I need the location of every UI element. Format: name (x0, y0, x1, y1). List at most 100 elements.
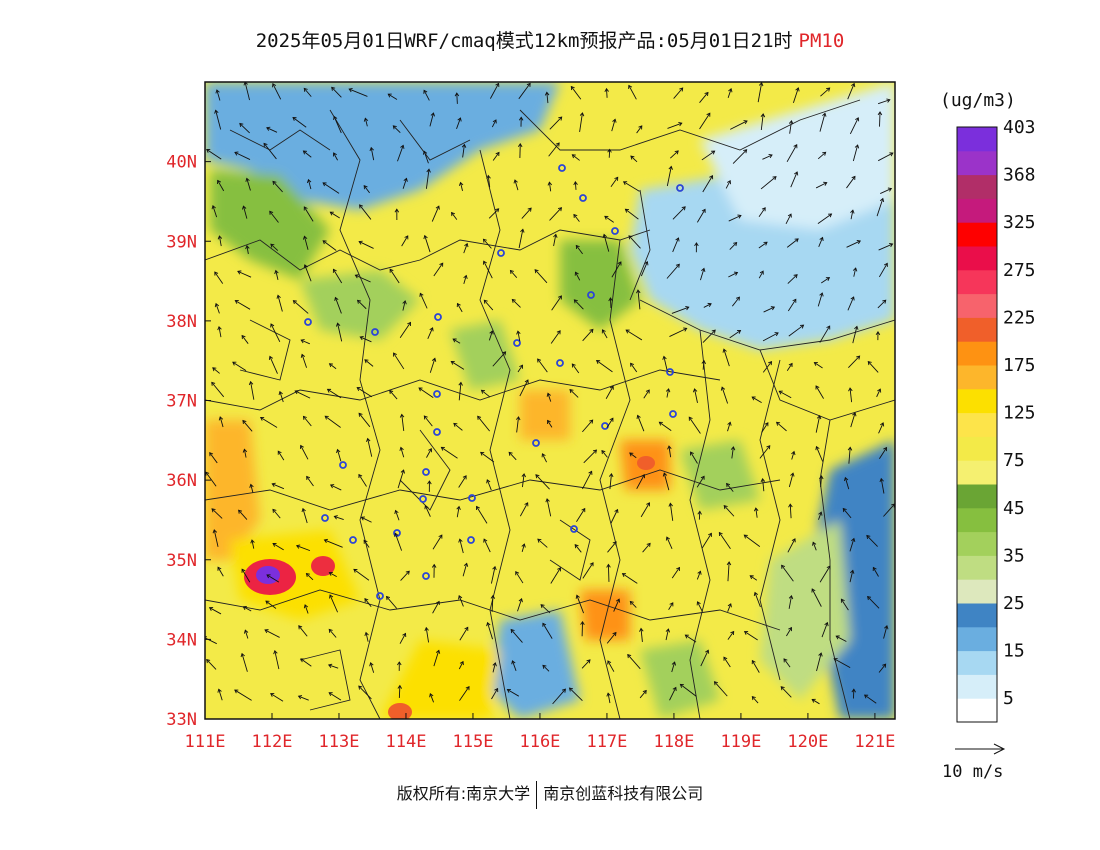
wind-arrow (298, 625, 308, 637)
wind-arrow-head (879, 197, 885, 203)
wind-arrow (395, 510, 400, 521)
wind-arrow (699, 112, 711, 130)
wind-arrow-head (240, 652, 245, 658)
wind-arrow (726, 483, 734, 492)
wind-arrow-head (575, 244, 580, 250)
boundary-lines (205, 99, 895, 719)
wind-arrow (358, 413, 371, 428)
wind-arrow (492, 152, 500, 161)
wind-arrow (640, 628, 643, 642)
wind-arrow-head (324, 415, 329, 420)
wind-arrow (727, 422, 731, 432)
wind-arrow (791, 451, 795, 460)
wind-arrow-head (451, 211, 455, 217)
wind-arrow (459, 627, 469, 641)
hotspot-shandong (637, 456, 655, 470)
wind-arrow-head (242, 205, 247, 210)
wind-arrow (668, 602, 674, 611)
wind-arrow-head (463, 274, 468, 280)
wind-arrow (666, 263, 680, 279)
wind-arrow-head (768, 154, 773, 159)
wind-arrow-head (259, 416, 265, 421)
wind-arrow-head (581, 507, 586, 513)
wind-arrow (293, 300, 309, 314)
wind-arrow-head (612, 631, 617, 637)
wind-arrow (272, 483, 285, 490)
wind-arrow (569, 687, 583, 701)
wind-arrow (607, 564, 610, 582)
wind-arrow-head (430, 112, 435, 117)
wind-arrow-head (238, 509, 243, 514)
wind-arrow (243, 449, 247, 458)
wind-arrow-head (333, 515, 338, 520)
wind-arrow-head (733, 271, 739, 276)
wind-arrow-head (234, 151, 239, 156)
wind-arrow (787, 538, 796, 553)
wind-arrow (274, 650, 280, 670)
wind-arrow-head (852, 412, 857, 417)
wind-arrow-head (322, 182, 327, 187)
wind-arrow-head (476, 505, 480, 511)
lat-tick-label: 36N (166, 471, 197, 491)
wind-arrow (458, 661, 464, 670)
wind-arrow-head (272, 83, 277, 88)
wind-arrow (690, 451, 698, 464)
wind-arrow-head (644, 261, 649, 266)
wind-arrow (788, 473, 794, 488)
wind-arrow-head (701, 359, 706, 365)
wind-arrow-head (736, 329, 742, 334)
wind-arrow-head (329, 594, 334, 599)
wind-arrow-head (889, 152, 894, 157)
wind-arrow (483, 538, 491, 553)
wind-arrow (816, 653, 822, 672)
wind-arrow (270, 323, 281, 342)
wind-arrow-head (791, 538, 796, 543)
wind-arrow-head (323, 538, 328, 544)
wind-arrow-head (241, 568, 246, 573)
wind-arrow (637, 415, 645, 432)
wind-arrow (238, 509, 248, 520)
wind-arrow-head (701, 208, 706, 213)
colorbar-level-label: 125 (1003, 403, 1036, 424)
wind-arrow-head (277, 450, 282, 455)
wind-arrow-head (537, 358, 542, 363)
wind-arrow-head (217, 325, 222, 331)
wind-arrow-head (818, 652, 823, 657)
colorbar-level-label: 75 (1003, 450, 1025, 471)
wind-arrow-head (557, 207, 563, 212)
colorbar-level-label: 275 (1003, 260, 1036, 281)
wind-arrow-head (495, 151, 500, 156)
wind-arrow-head (542, 664, 547, 669)
wind-arrow (429, 358, 436, 373)
wind-arrow-head (272, 542, 277, 547)
wind-arrow-head (636, 414, 641, 419)
wind-arrow-head (272, 180, 277, 185)
wind-arrow (242, 420, 253, 432)
wind-arrow-head (758, 82, 764, 87)
wind-arrow (510, 629, 523, 643)
wind-arrow (301, 354, 307, 368)
wind-arrow-head (242, 419, 247, 425)
wind-arrow (334, 297, 342, 314)
wind-arrow-head (685, 306, 690, 311)
wind-arrow (389, 390, 398, 400)
wind-arrow (540, 604, 551, 614)
wind-arrow (426, 448, 432, 458)
wind-arrow-head (513, 179, 518, 184)
wind-arrow (206, 659, 217, 670)
wind-arrow (625, 329, 643, 341)
wind-arrow (604, 215, 614, 223)
wind-arrow (582, 562, 594, 579)
wind-arrow (214, 271, 224, 284)
colorbar-swatch (957, 222, 997, 247)
wind-arrow-head (237, 270, 242, 275)
wind-arrow (788, 324, 804, 337)
wind-arrow (792, 87, 799, 104)
wind-arrow (729, 242, 737, 250)
wind-arrow (613, 598, 620, 612)
wind-arrow-head (707, 302, 712, 307)
wind-arrow (582, 329, 594, 342)
wind-arrow (718, 532, 731, 549)
wind-arrow (463, 275, 467, 284)
